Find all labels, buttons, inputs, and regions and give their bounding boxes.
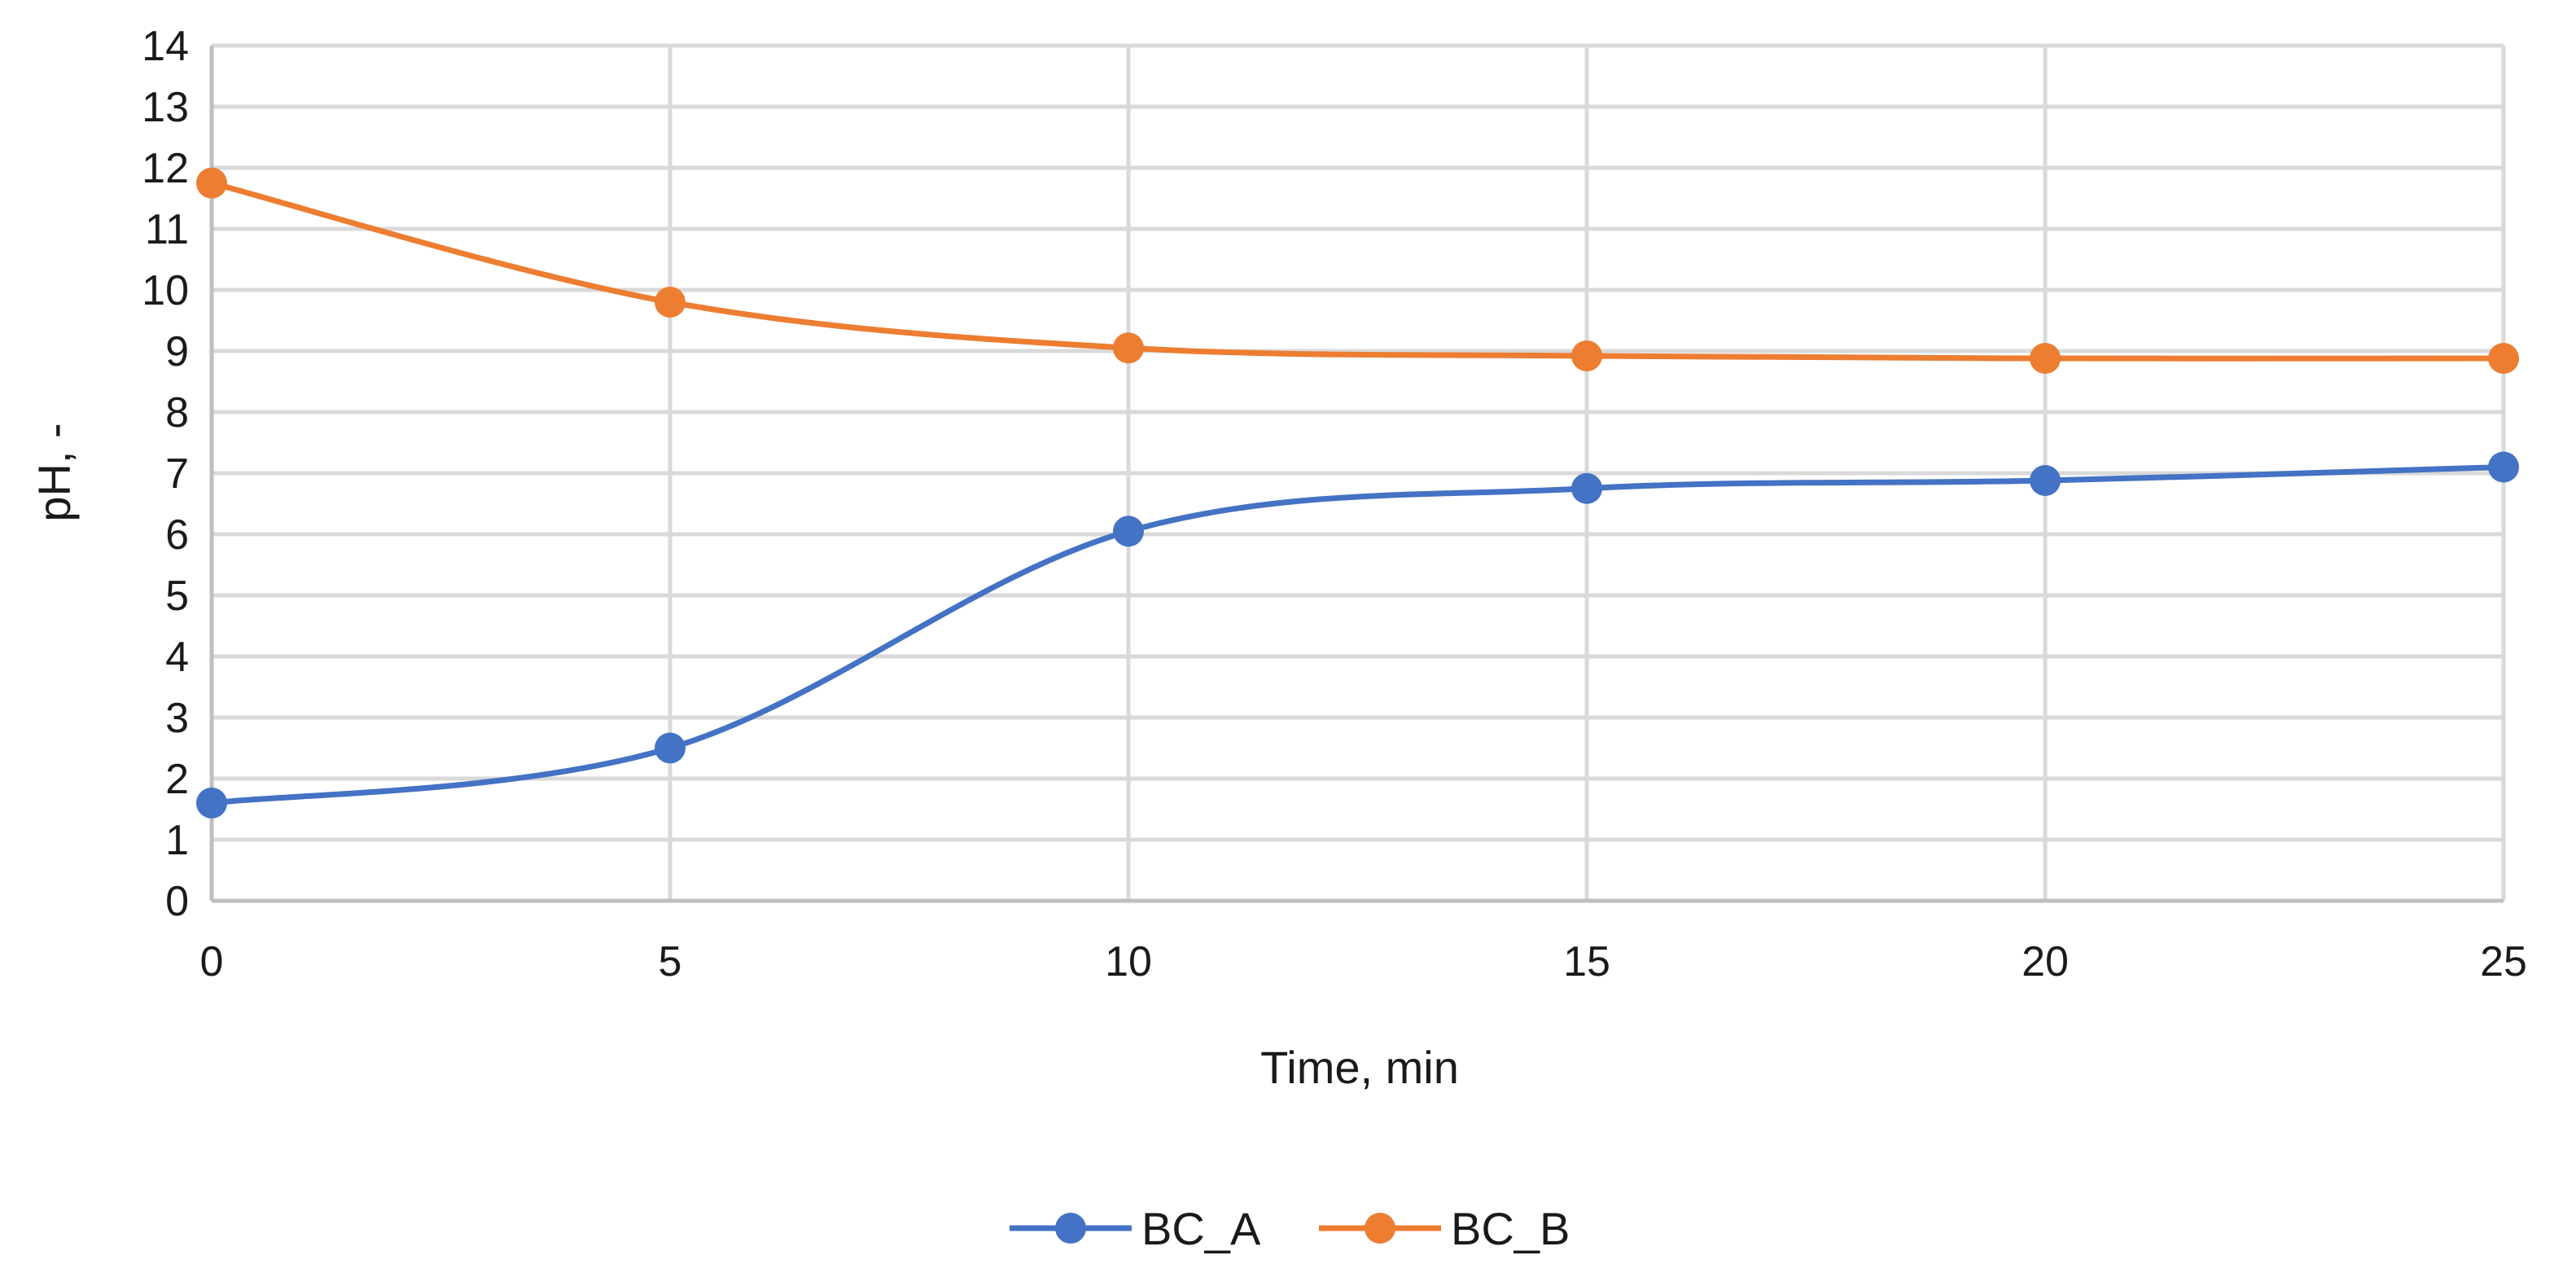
y-tick-label: 7 bbox=[165, 450, 189, 498]
data-point-bc-b bbox=[1571, 340, 1602, 371]
data-point-bc-b bbox=[196, 167, 227, 199]
data-point-bc-a bbox=[655, 732, 686, 764]
x-tick-label: 10 bbox=[1105, 938, 1152, 985]
y-tick-label: 0 bbox=[165, 878, 189, 925]
data-point-bc-a bbox=[1571, 472, 1602, 504]
legend-label-bc-b: BC_B bbox=[1451, 1203, 1570, 1254]
y-tick-label: 13 bbox=[142, 84, 189, 131]
series-layer bbox=[196, 167, 2519, 819]
data-point-bc-b bbox=[2488, 343, 2519, 374]
data-point-bc-b bbox=[1113, 332, 1144, 364]
y-tick-label: 4 bbox=[165, 634, 189, 681]
y-tick-label: 12 bbox=[142, 145, 189, 192]
data-point-bc-b bbox=[2030, 343, 2061, 374]
legend-label-bc-a: BC_A bbox=[1141, 1203, 1261, 1254]
series-line-bc-b bbox=[208, 180, 2507, 362]
y-tick-label: 2 bbox=[165, 756, 189, 803]
legend: BC_A BC_B bbox=[1010, 1203, 1570, 1254]
y-tick-label: 9 bbox=[165, 328, 189, 375]
legend-swatch-marker-bc-b bbox=[1365, 1213, 1395, 1244]
y-tick-label: 11 bbox=[145, 206, 189, 253]
x-axis-title: Time, min bbox=[1260, 1042, 1459, 1093]
data-point-bc-a bbox=[2030, 465, 2061, 496]
data-point-bc-a bbox=[2488, 451, 2519, 483]
y-tick-label: 10 bbox=[142, 267, 189, 314]
y-tick-label: 6 bbox=[165, 511, 189, 559]
y-tick-label: 1 bbox=[165, 817, 189, 864]
data-point-bc-a bbox=[1113, 516, 1144, 547]
x-tick-label: 0 bbox=[200, 938, 224, 985]
series-line-bc-a bbox=[208, 464, 2507, 806]
x-tick-label: 20 bbox=[2022, 938, 2069, 985]
x-tick-label: 5 bbox=[659, 938, 682, 985]
y-tick-label: 5 bbox=[165, 573, 189, 620]
y-axis-title: pH, - bbox=[28, 423, 80, 521]
data-point-bc-a bbox=[196, 788, 227, 819]
y-tick-label: 3 bbox=[165, 695, 189, 742]
y-tick-label: 8 bbox=[165, 389, 189, 437]
y-tick-label: 14 bbox=[142, 23, 189, 70]
x-tick-label: 25 bbox=[2480, 938, 2527, 985]
legend-swatch-marker-bc-a bbox=[1055, 1213, 1086, 1244]
data-point-bc-b bbox=[655, 287, 686, 318]
x-tick-label: 15 bbox=[1563, 938, 1610, 985]
